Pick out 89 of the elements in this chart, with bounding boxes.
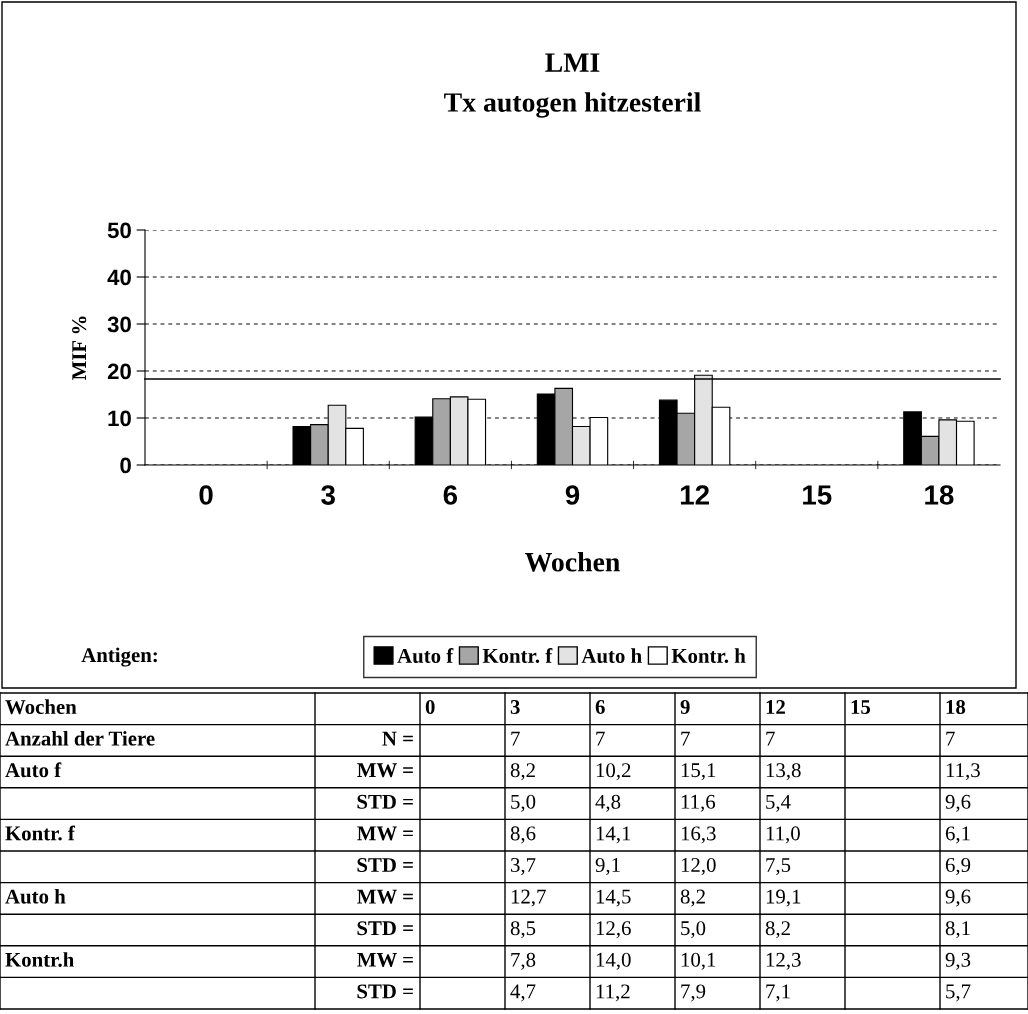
text: 11,0 [766, 826, 800, 844]
category-label: Auto f [5, 762, 62, 778]
text: 9,6 [945, 889, 971, 907]
text: 7,5 [766, 858, 791, 876]
category-label: STD = [357, 858, 413, 873]
text: 8,2 [510, 763, 535, 781]
category-label: 3 [510, 700, 520, 715]
category-label: STD = [357, 794, 413, 809]
text: 8,1 [945, 921, 970, 939]
legend-label: Auto h [581, 648, 642, 663]
y-tick-label: 0 [120, 457, 131, 474]
text: 10,1 [681, 952, 716, 970]
category-label: STD = [357, 921, 413, 936]
text: 14,0 [596, 952, 631, 970]
text: 7 [596, 731, 605, 746]
text: 7 [681, 731, 690, 746]
text: 8,6 [510, 826, 536, 844]
text: 8,5 [510, 921, 536, 939]
text: 6,9 [945, 858, 971, 876]
text: 12,0 [681, 857, 716, 876]
text: Wochen [5, 699, 77, 715]
category-label: MW = [357, 763, 413, 778]
text: 15,1 [681, 763, 716, 781]
text: 14,5 [596, 889, 631, 907]
text: 19,1 [766, 889, 801, 907]
text: 5,7 [946, 984, 971, 1002]
category-label: STD = [357, 984, 413, 999]
legend-title: Antigen: [81, 647, 157, 667]
x-tick-label: 3 [321, 485, 335, 505]
text: 5,0 [511, 794, 536, 812]
x-tick-label: 6 [443, 485, 458, 505]
y-axis-title: MIF % [72, 316, 87, 381]
text: 11,3 [946, 763, 980, 781]
text: 7 [946, 731, 955, 746]
category-label: MW = [357, 889, 413, 904]
x-tick-label: 18 [925, 485, 954, 505]
category-label: 12 [766, 700, 785, 714]
text: 11,2 [596, 984, 630, 1002]
x-tick-label: 12 [680, 485, 709, 505]
text: 16,3 [681, 826, 716, 844]
text: 12,6 [596, 921, 631, 939]
text: 10,2 [596, 763, 631, 781]
x-tick-label: 15 [803, 485, 832, 505]
text: 8,2 [765, 921, 790, 939]
chart-title: LMI [545, 53, 600, 72]
category-label: Kontr.h [5, 952, 74, 967]
text: 7,9 [681, 984, 706, 1002]
text: 4,8 [595, 794, 621, 812]
x-tick-label: 9 [565, 485, 580, 505]
category-label: Kontr. f [5, 825, 76, 841]
text: 3,7 [511, 858, 536, 876]
legend-label: Auto f [397, 648, 454, 663]
text: 4,7 [510, 984, 536, 1002]
text: 14,1 [596, 826, 631, 844]
chart-subtitle: Tx autogen hitzesteril [444, 92, 701, 118]
text: 8,2 [680, 889, 705, 907]
y-tick-label: 30 [107, 316, 131, 333]
text: 7 [766, 731, 775, 746]
text: 13,8 [766, 763, 801, 781]
text: 7,8 [511, 952, 536, 970]
category-label: N = [382, 731, 413, 746]
x-tick-label: 0 [199, 485, 213, 505]
category-label: 9 [680, 700, 690, 715]
category-label: 6 [595, 700, 605, 715]
text: 6,1 [945, 826, 970, 844]
category-label: Auto h [5, 888, 66, 904]
legend-label: Kontr. h [671, 648, 746, 663]
category-label: 0 [425, 699, 435, 715]
text: 12,3 [766, 952, 801, 970]
category-label: MW = [357, 826, 413, 841]
text: 11,6 [681, 794, 716, 812]
y-tick-label: 50 [107, 222, 131, 239]
y-tick-label: 40 [107, 269, 131, 286]
y-tick-label: 10 [108, 410, 131, 427]
y-tick-label: 20 [107, 363, 131, 380]
category-label: MW = [357, 952, 413, 967]
text: 9,6 [945, 794, 971, 812]
text: 5,0 [681, 921, 706, 939]
legend-label: Kontr. f [482, 648, 553, 663]
category-label: 18 [946, 699, 966, 715]
text: 9,1 [595, 858, 620, 876]
text: 9,3 [945, 952, 971, 970]
text: 7 [511, 731, 520, 746]
x-axis-title: Wochen [525, 552, 620, 572]
text: 5,4 [766, 794, 791, 812]
text: 12,7 [511, 889, 546, 907]
text: 7,1 [766, 984, 790, 1002]
category-label: 15 [851, 700, 871, 715]
category-label: Anzahl der Tiere [5, 730, 155, 746]
